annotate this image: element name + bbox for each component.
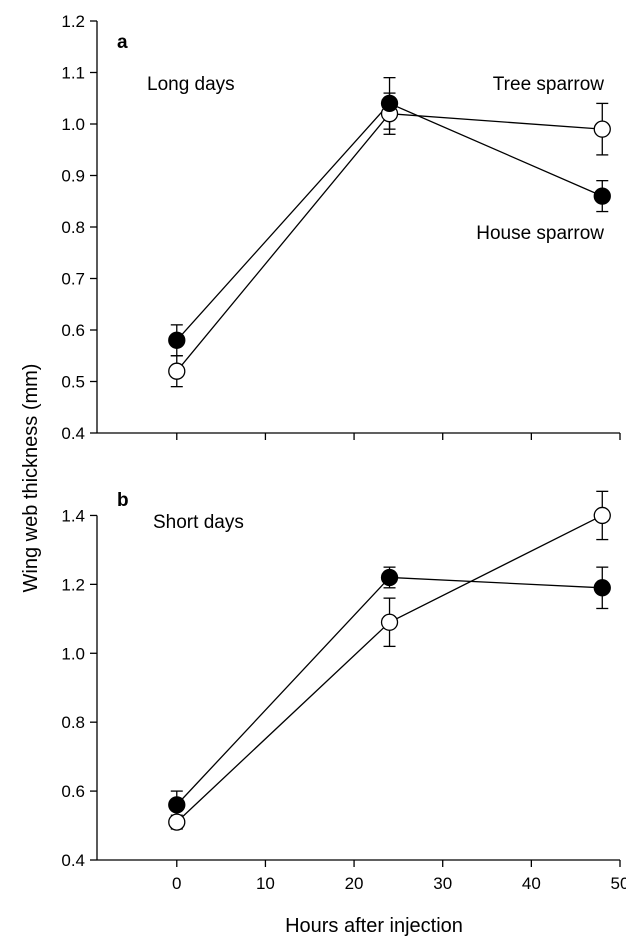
y-tick-label: 1.0 <box>61 644 85 663</box>
panel-b: 0.4 0.6 0.8 1.0 1.2 1.4 0 10 20 30 40 50 b Short da… <box>61 490 626 893</box>
panel-b-condition-label: Short days <box>153 512 244 533</box>
y-tick-label: 0.6 <box>61 782 85 801</box>
y-axis-title: Wing web thickness (mm) <box>20 364 42 593</box>
y-tick-label: 0.8 <box>61 713 85 732</box>
house-sparrow-point <box>593 187 611 205</box>
y-tick-label: 0.4 <box>61 851 85 870</box>
panel-a: 0.40.50.60.70.80.91.01.11.2 a Long days … <box>61 12 621 443</box>
tree-sparrow-point <box>168 362 186 380</box>
y-tick-label: 1.0 <box>61 115 85 134</box>
panel-b-series <box>168 490 611 831</box>
y-tick-label: 0.8 <box>61 218 85 237</box>
x-tick-label: 30 <box>433 874 452 893</box>
y-tick-label: 0.4 <box>61 424 85 443</box>
panel-a-series <box>168 77 611 388</box>
panel-b-label: b <box>117 490 129 511</box>
x-tick-label: 0 <box>172 874 181 893</box>
x-tick-label: 20 <box>345 874 364 893</box>
x-tick-label: 10 <box>256 874 275 893</box>
y-tick-label: 0.5 <box>61 373 85 392</box>
x-axis-title: Hours after injection <box>285 915 463 937</box>
x-tick-label: 50 <box>611 874 626 893</box>
y-tick-label: 1.4 <box>61 506 85 525</box>
panel-a-condition-label: Long days <box>147 74 235 95</box>
x-tick-label: 40 <box>522 874 541 893</box>
house-sparrow-point <box>168 796 186 814</box>
panel-b-axes: 0.4 0.6 0.8 1.0 1.2 1.4 0 10 20 30 40 50 <box>61 506 626 893</box>
house-sparrow-point <box>593 579 611 597</box>
y-tick-label: 1.1 <box>61 64 85 83</box>
house-sparrow-label: House sparrow <box>476 223 604 244</box>
tree-sparrow-point <box>593 120 611 138</box>
y-tick-label: 1.2 <box>61 575 85 594</box>
house-sparrow-line <box>176 102 603 341</box>
house-sparrow-point <box>380 94 399 113</box>
y-tick-label: 0.6 <box>61 321 85 340</box>
house-sparrow-point <box>168 331 186 349</box>
tree-sparrow-point <box>380 613 399 631</box>
tree-sparrow-point <box>593 506 611 525</box>
panel-a-label: a <box>117 32 128 53</box>
y-tick-label: 0.7 <box>61 270 85 289</box>
tree-sparrow-label: Tree sparrow <box>493 74 604 95</box>
tree-sparrow-line <box>176 514 603 823</box>
house-sparrow-point <box>380 568 399 587</box>
y-tick-label: 1.2 <box>61 12 85 31</box>
y-tick-label: 0.9 <box>61 167 85 186</box>
tree-sparrow-point <box>168 813 186 831</box>
panel-a-axes: 0.4 0.5 0.6 0.7 0.8 0.9 1.0 1.1 1.2 <box>61 12 621 443</box>
